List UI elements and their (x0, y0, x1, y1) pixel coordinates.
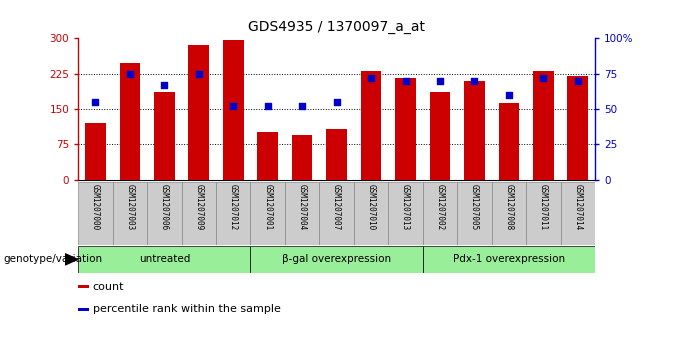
Bar (567, 76, 588, 180)
Bar (78, 246, 250, 273)
Bar (257, 132, 278, 180)
Bar (216, 182, 250, 245)
Bar (533, 71, 554, 180)
Bar (285, 182, 320, 245)
Text: genotype/variation: genotype/variation (3, 254, 103, 264)
Text: GSM1207014: GSM1207014 (573, 184, 582, 230)
Bar (250, 246, 423, 273)
Bar (250, 182, 285, 245)
Bar (526, 182, 560, 245)
Point (435, 78, 445, 83)
Bar (113, 182, 147, 245)
Bar (498, 103, 520, 180)
Bar (360, 71, 381, 180)
Point (90, 99, 101, 105)
Point (503, 92, 514, 98)
Bar (560, 182, 595, 245)
Bar (292, 135, 313, 180)
Text: GSM1207003: GSM1207003 (125, 184, 135, 230)
Text: GSM1207011: GSM1207011 (539, 184, 548, 230)
Text: GSM1207006: GSM1207006 (160, 184, 169, 230)
Text: GSM1207002: GSM1207002 (435, 184, 445, 230)
Point (159, 82, 170, 88)
Bar (320, 182, 354, 245)
Bar (85, 123, 106, 180)
Point (193, 70, 204, 77)
Point (228, 103, 239, 109)
Text: GSM1207010: GSM1207010 (367, 184, 375, 230)
Point (573, 78, 583, 83)
Text: Pdx-1 overexpression: Pdx-1 overexpression (453, 254, 565, 264)
Point (262, 103, 273, 109)
Text: percentile rank within the sample: percentile rank within the sample (92, 304, 281, 314)
Bar (120, 63, 140, 180)
Bar (326, 129, 347, 180)
Text: GSM1207005: GSM1207005 (470, 184, 479, 230)
Text: β-gal overexpression: β-gal overexpression (282, 254, 391, 264)
Text: untreated: untreated (139, 254, 190, 264)
Title: GDS4935 / 1370097_a_at: GDS4935 / 1370097_a_at (248, 20, 425, 34)
Bar (423, 246, 595, 273)
Bar (154, 93, 175, 180)
Text: GSM1207009: GSM1207009 (194, 184, 203, 230)
Bar (354, 182, 388, 245)
Bar (430, 93, 450, 180)
Text: GSM1207004: GSM1207004 (298, 184, 307, 230)
Point (366, 75, 377, 81)
Bar (182, 182, 216, 245)
Bar (395, 78, 416, 180)
Text: GSM1207007: GSM1207007 (332, 184, 341, 230)
Point (538, 75, 549, 81)
Polygon shape (65, 254, 78, 265)
Bar (457, 182, 492, 245)
Bar (464, 81, 485, 180)
Text: GSM1207000: GSM1207000 (91, 184, 100, 230)
Text: count: count (92, 282, 124, 291)
Bar (223, 41, 243, 180)
Bar (423, 182, 457, 245)
Bar (147, 182, 182, 245)
Point (469, 78, 480, 83)
Bar (188, 45, 209, 180)
Bar (492, 182, 526, 245)
Bar (78, 182, 113, 245)
Text: GSM1207012: GSM1207012 (228, 184, 238, 230)
Bar (78, 285, 88, 288)
Point (124, 70, 135, 77)
Bar (78, 308, 88, 311)
Point (331, 99, 342, 105)
Text: GSM1207008: GSM1207008 (505, 184, 513, 230)
Point (400, 78, 411, 83)
Text: GSM1207013: GSM1207013 (401, 184, 410, 230)
Bar (388, 182, 423, 245)
Text: GSM1207001: GSM1207001 (263, 184, 272, 230)
Point (296, 103, 307, 109)
